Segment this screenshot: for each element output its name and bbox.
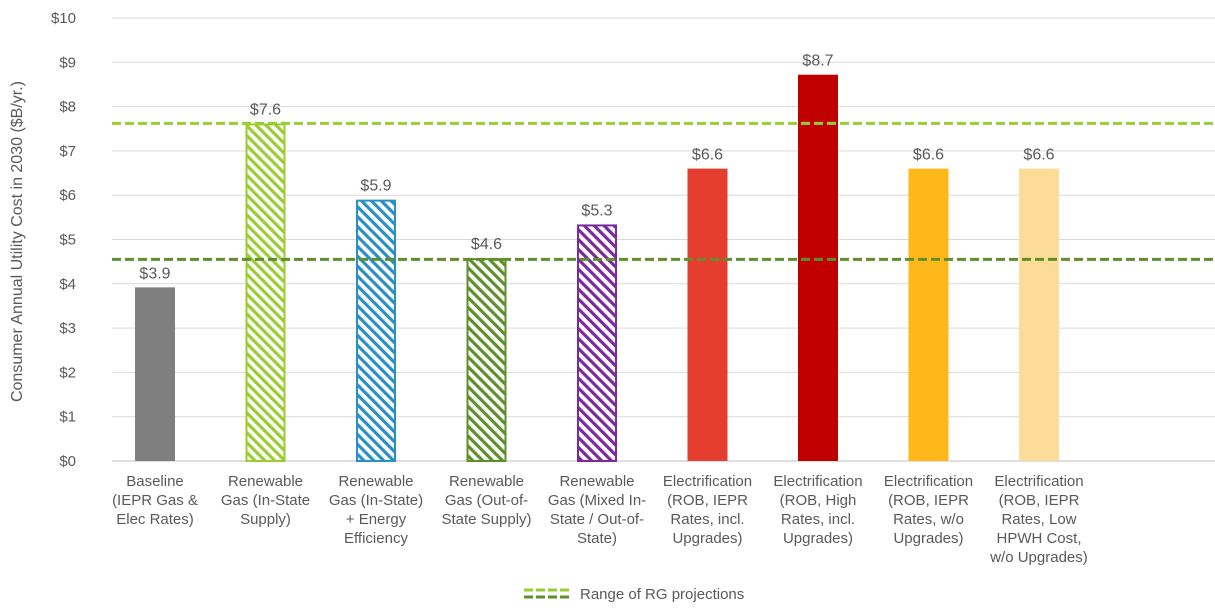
y-tick-label: $8	[59, 99, 76, 116]
x-tick-label: Renewable Gas (In-State Supply)	[221, 473, 310, 528]
y-axis-title: Consumer Annual Utility Cost in 2030 ($B…	[9, 81, 26, 402]
reference-lines	[112, 121, 1215, 261]
data-label: $6.6	[692, 147, 723, 164]
bar	[798, 74, 838, 461]
data-label: $6.6	[913, 147, 944, 164]
y-tick-label: $0	[59, 453, 76, 470]
y-tick-label: $10	[51, 10, 76, 27]
data-label: $5.9	[360, 178, 391, 195]
x-tick-label: Electrification (ROB, IEPR Rates, incl. Upg…	[663, 473, 752, 547]
data-label: $6.6	[1023, 147, 1054, 164]
legend: Range of RG projections	[524, 586, 744, 603]
axes: $0 $1 $2 $3 $4 $5 $6 $7 $8 $9 $10 Consumer Annual U…	[9, 10, 1088, 566]
bar	[1019, 168, 1059, 461]
y-tick-label: $6	[59, 187, 76, 204]
bar	[687, 168, 728, 461]
data-labels: $3.9 $7.6 $5.9 $4.6 $5.3 $6.6 $8.7 $6.6 $6.6	[139, 53, 1054, 283]
bar	[577, 224, 617, 462]
bar	[135, 287, 175, 461]
legend-label: Range of RG projections	[580, 586, 744, 603]
x-tick-label: Electrification (ROB, IEPR Rates, w/o Upgra…	[884, 473, 973, 547]
bar	[466, 258, 507, 462]
data-label: $7.6	[250, 101, 281, 118]
x-tick-label: Electrification (ROB, High Rates, incl. Upg…	[773, 473, 862, 547]
data-label: $8.7	[802, 53, 833, 70]
y-tick-label: $5	[59, 232, 76, 249]
y-tick-label: $4	[59, 276, 76, 293]
y-tick-label: $9	[59, 54, 76, 71]
data-label: $3.9	[139, 265, 170, 282]
x-tick-label: Renewable Gas (Mixed In-State / Out-of-St…	[548, 473, 646, 547]
bar	[245, 123, 286, 463]
y-tick-label: $7	[59, 143, 76, 160]
data-label: $5.3	[581, 202, 612, 219]
gridlines	[112, 17, 1215, 462]
x-tick-label: Baseline (IEPR Gas & Elec Rates)	[112, 473, 198, 528]
x-tick-label: Renewable Gas (Out-of-State Supply)	[441, 473, 531, 528]
bar	[356, 199, 396, 462]
x-tick-label: Renewable Gas (In-State) + Energy Efficienc…	[329, 473, 423, 547]
bar	[908, 168, 949, 461]
bars	[135, 74, 1059, 463]
x-tick-label: Electrification (ROB, IEPR Rates, Low HPWH …	[989, 473, 1088, 566]
y-tick-label: $1	[59, 409, 76, 426]
y-tick-label: $3	[59, 320, 76, 337]
y-tick-label: $2	[59, 364, 76, 381]
data-label: $4.6	[471, 236, 502, 253]
